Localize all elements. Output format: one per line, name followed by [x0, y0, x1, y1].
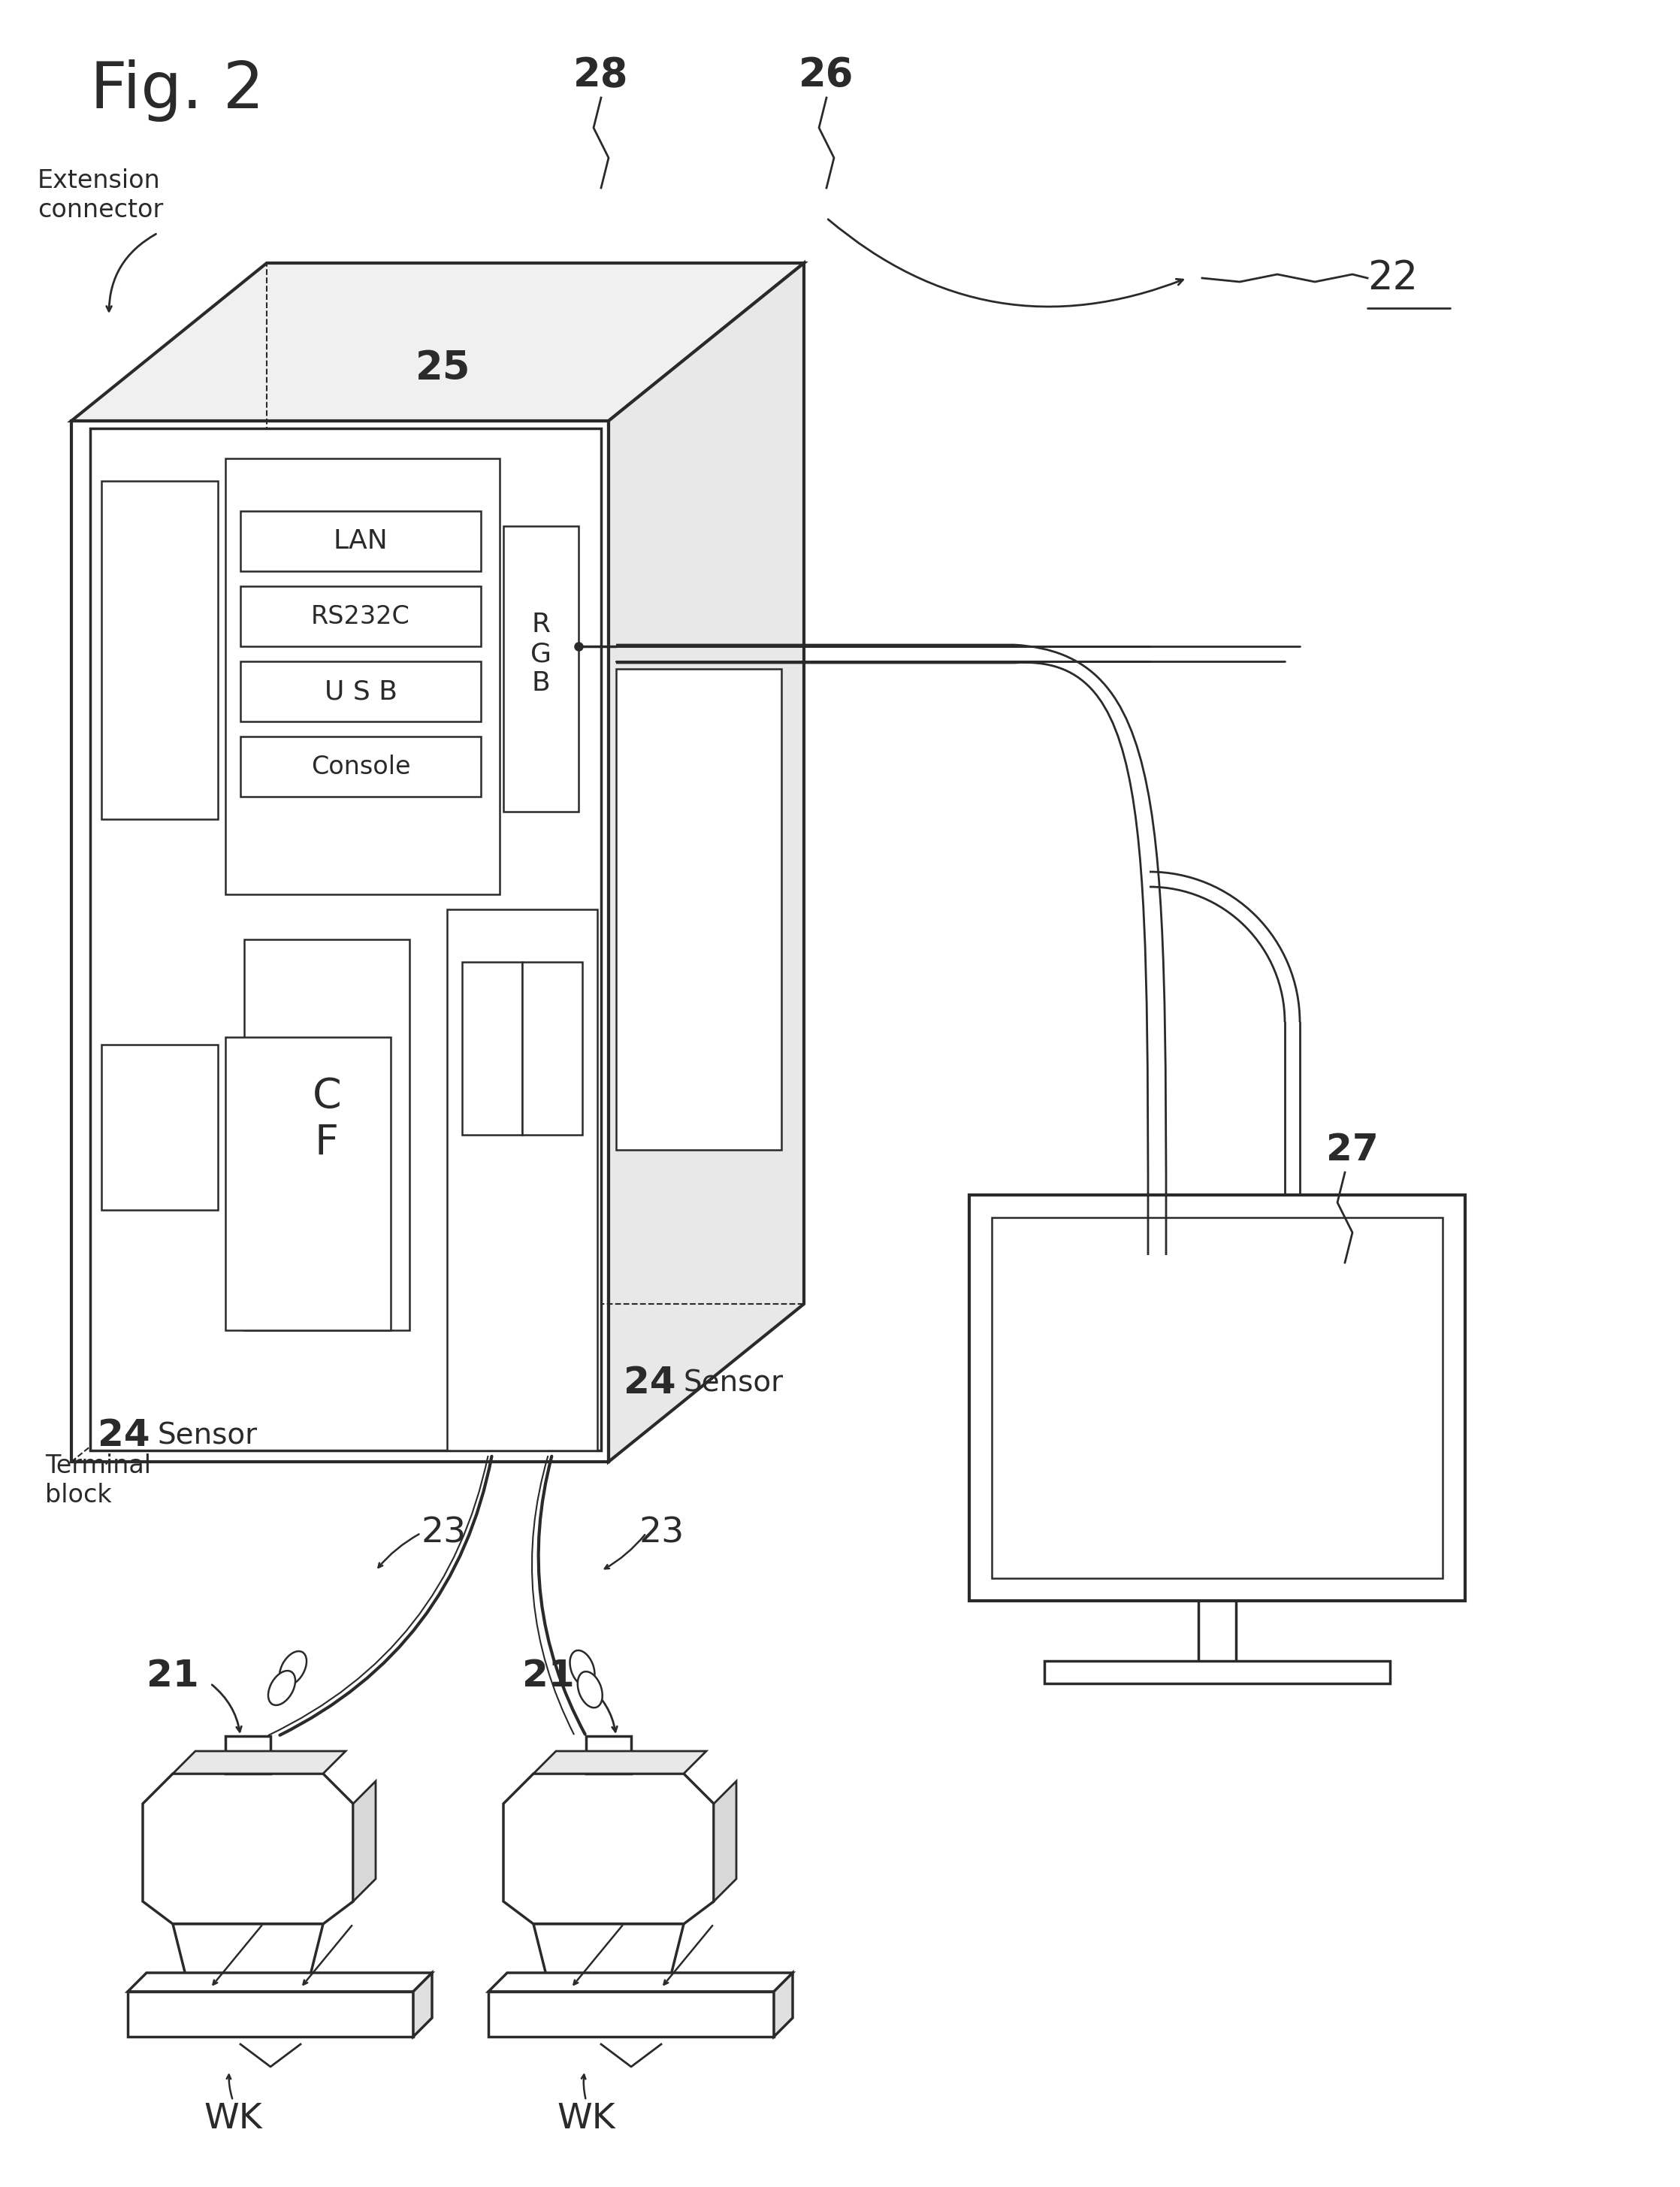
Bar [128, 1992, 413, 2036]
Bar [462, 962, 522, 1135]
Bar [504, 527, 578, 811]
Bar [244, 940, 410, 1330]
Bar [969, 1194, 1465, 1601]
Polygon shape [413, 1973, 432, 2036]
Polygon shape [534, 1752, 706, 1774]
FancyArrowPatch shape [227, 2075, 232, 2100]
Bar [101, 481, 218, 820]
Bar [240, 586, 480, 647]
Text: WK: WK [203, 2102, 262, 2137]
Bar [240, 660, 480, 722]
Text: WK: WK [556, 2102, 615, 2137]
FancyArrowPatch shape [440, 394, 445, 409]
Bar [1045, 1660, 1389, 1684]
FancyArrowPatch shape [588, 1684, 617, 1732]
FancyArrowPatch shape [605, 1535, 645, 1568]
Ellipse shape [269, 1671, 296, 1706]
Text: 23: 23 [638, 1516, 684, 1551]
Bar [617, 669, 781, 1150]
Text: 21: 21 [522, 1658, 575, 1695]
Text: R
G
B: R G B [531, 612, 551, 695]
Polygon shape [353, 1780, 376, 1901]
Text: 24: 24 [623, 1365, 675, 1402]
Text: RS232C: RS232C [311, 604, 410, 628]
FancyArrowPatch shape [151, 1389, 237, 1426]
Text: LAN: LAN [333, 529, 388, 553]
Polygon shape [714, 1780, 736, 1901]
Text: Console: Console [311, 755, 410, 779]
Text: 26: 26 [800, 55, 853, 94]
Polygon shape [534, 1925, 684, 1984]
Polygon shape [504, 1774, 714, 1925]
Ellipse shape [279, 1651, 306, 1686]
Polygon shape [173, 1752, 346, 1774]
Bar [240, 512, 480, 571]
Ellipse shape [578, 1671, 603, 1708]
Bar [101, 1045, 218, 1209]
FancyArrowPatch shape [581, 2075, 586, 2100]
Text: 24: 24 [97, 1417, 150, 1454]
Polygon shape [489, 1973, 793, 1992]
FancyArrowPatch shape [598, 1345, 637, 1373]
Bar [991, 1218, 1443, 1579]
Bar [91, 429, 601, 1450]
FancyArrowPatch shape [106, 234, 156, 311]
Polygon shape [143, 1774, 353, 1925]
FancyArrowPatch shape [533, 1457, 575, 1734]
FancyArrowPatch shape [106, 1443, 131, 1463]
Bar [71, 420, 608, 1461]
FancyArrowPatch shape [538, 1457, 585, 1734]
Polygon shape [173, 1925, 323, 1984]
Text: Sensor: Sensor [158, 1422, 257, 1450]
Text: 25: 25 [415, 348, 470, 387]
Text: 28: 28 [573, 55, 628, 94]
FancyArrowPatch shape [378, 1533, 418, 1568]
Text: 23: 23 [420, 1516, 465, 1551]
Text: 27: 27 [1326, 1133, 1379, 1168]
FancyArrowPatch shape [281, 1457, 492, 1734]
Text: Terminal
block: Terminal block [45, 1454, 151, 1507]
Text: C
F: C F [312, 1076, 341, 1163]
Polygon shape [608, 262, 805, 1461]
Text: Fig. 2: Fig. 2 [91, 59, 264, 120]
Bar [522, 962, 583, 1135]
Text: 21: 21 [146, 1658, 198, 1695]
Polygon shape [128, 1973, 432, 1992]
Bar [489, 1992, 774, 2036]
FancyArrowPatch shape [1302, 1268, 1344, 1312]
Bar [225, 1736, 270, 1774]
Text: 22: 22 [1368, 258, 1418, 297]
Bar [240, 737, 480, 796]
Ellipse shape [570, 1651, 595, 1686]
Polygon shape [774, 1973, 793, 2036]
Bar [586, 1736, 632, 1774]
Polygon shape [71, 262, 805, 420]
Bar [225, 1037, 391, 1330]
Text: Sensor: Sensor [684, 1369, 785, 1397]
FancyArrowPatch shape [212, 1684, 242, 1732]
Bar [447, 910, 598, 1450]
Text: U S B: U S B [324, 678, 396, 704]
FancyArrowPatch shape [269, 1457, 487, 1734]
Text: Extension
connector: Extension connector [37, 168, 163, 223]
FancyArrowPatch shape [828, 219, 1183, 306]
Bar [225, 459, 499, 894]
